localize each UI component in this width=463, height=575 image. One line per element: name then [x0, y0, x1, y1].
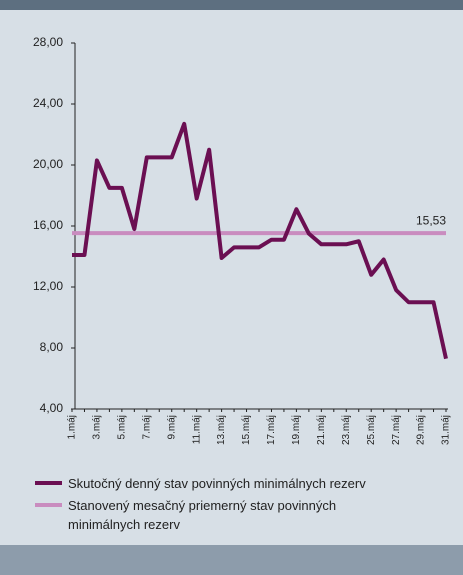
- x-tick-label: 21.máj: [316, 415, 327, 445]
- value-label: 15,53: [416, 213, 446, 227]
- legend-entry: Skutočný denný stav povinných minimálnyc…: [68, 476, 366, 491]
- y-tick-label: 28,00: [33, 35, 63, 49]
- y-tick-label: 20,00: [33, 157, 63, 171]
- y-tick-label: 4,00: [40, 401, 64, 415]
- x-tick-label: 25.máj: [366, 415, 377, 445]
- x-tick-label: 15.máj: [241, 415, 252, 445]
- y-tick-label: 12,00: [33, 279, 63, 293]
- y-tick-label: 24,00: [33, 96, 63, 110]
- x-tick-label: 11.máj: [191, 415, 202, 444]
- series-line: [72, 121, 448, 360]
- y-tick-label: 16,00: [33, 218, 63, 232]
- x-tick-label: 1.máj: [67, 415, 78, 439]
- x-tick-label: 7.máj: [141, 415, 152, 439]
- x-tick-label: 27.máj: [391, 415, 402, 445]
- x-tick-label: 13.máj: [216, 415, 227, 445]
- x-tick-label: 17.máj: [266, 415, 277, 445]
- x-tick-label: 9.máj: [166, 415, 177, 439]
- x-tick-label: 5.máj: [117, 415, 128, 439]
- legend-entry: Stanovený mesačný priemerný stav povinný…: [68, 498, 337, 532]
- x-tick-label: 31.máj: [441, 415, 452, 445]
- header-band: [0, 0, 463, 10]
- x-tick-label: 29.máj: [416, 415, 427, 445]
- x-tick-label: 19.máj: [291, 415, 302, 445]
- footer-band: [0, 545, 463, 575]
- x-tick-label: 23.máj: [341, 415, 352, 445]
- x-tick-label: 3.máj: [92, 415, 103, 439]
- y-tick-label: 8,00: [40, 340, 64, 354]
